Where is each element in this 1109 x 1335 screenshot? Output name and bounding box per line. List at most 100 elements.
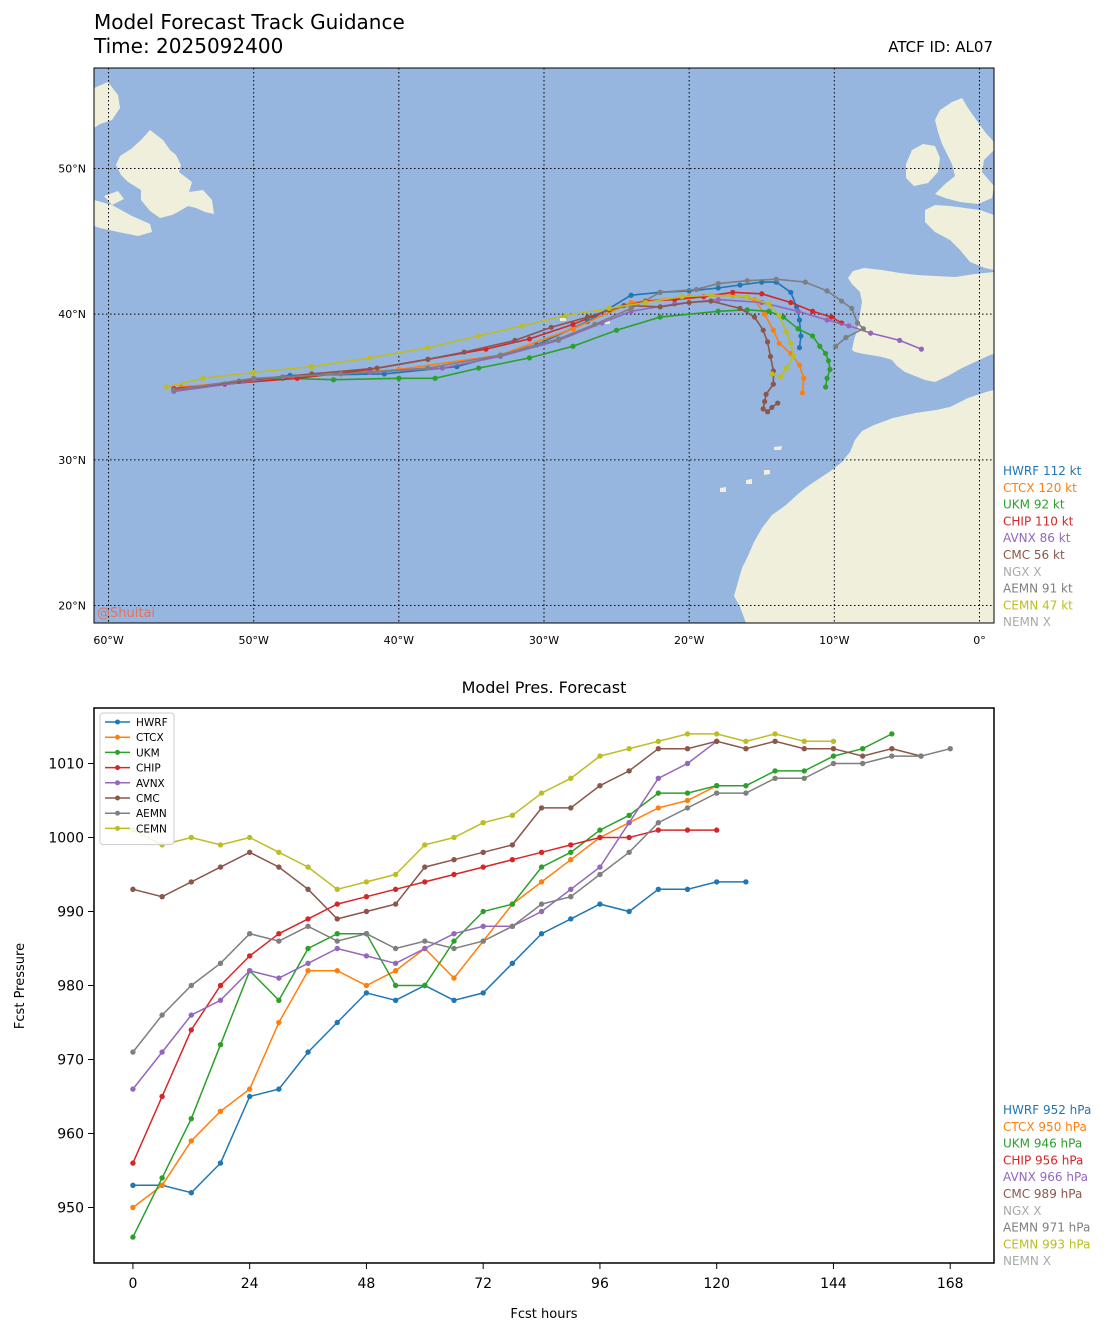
point-ukm (801, 768, 807, 774)
track-point-cemn (163, 384, 170, 390)
point-ukm (130, 1234, 136, 1240)
point-cmc (801, 746, 807, 752)
x-tick-label: 144 (820, 1276, 847, 1292)
point-aemn (305, 923, 311, 929)
point-ukm (188, 1116, 194, 1122)
point-cmc (889, 746, 895, 752)
track-point-aemn (171, 387, 177, 393)
track-point-ctcx (762, 311, 768, 317)
track-point-aemn (802, 279, 808, 285)
track-point-aemn (592, 321, 598, 327)
pressure-legend-item: CMC 989 hPa (1003, 1187, 1082, 1201)
point-avnx (684, 760, 691, 767)
track-point-cemn (769, 371, 775, 377)
legend-label: CMC (136, 793, 160, 805)
point-ukm (714, 783, 720, 789)
land-france (925, 205, 994, 270)
track-point-cemn (778, 374, 784, 380)
map-legend-item: CHIP 110 kt (1003, 514, 1074, 528)
track-point-ctcx (799, 390, 805, 396)
point-aemn (772, 775, 778, 781)
y-tick-label: 980 (57, 979, 84, 995)
track-point-cmc (548, 324, 554, 330)
legend-marker (115, 719, 120, 725)
point-cmc (830, 746, 837, 752)
land-ireland (906, 144, 940, 186)
track-point-chip (828, 314, 835, 320)
map-legend-item: CMC 56 kt (1003, 548, 1065, 562)
track-point-hwrf (737, 282, 743, 288)
track-cemn (166, 294, 795, 388)
point-hwrf (217, 1160, 224, 1166)
legend-marker (115, 780, 120, 786)
track-point-aemn (838, 298, 845, 304)
point-aemn (363, 931, 370, 937)
point-chip (217, 982, 224, 989)
x-tick-label: 48 (358, 1276, 376, 1292)
point-cmc (217, 864, 224, 870)
series-hwrf (132, 881, 746, 1194)
legend-label: AEMN (136, 808, 167, 820)
point-ctcx (451, 975, 457, 981)
point-aemn (889, 753, 895, 759)
point-cemn (538, 790, 545, 796)
track-point-ukm (570, 343, 576, 349)
track-point-aemn (833, 343, 839, 349)
track-point-hwrf (798, 333, 804, 339)
point-aemn (159, 1012, 165, 1018)
x-tick-label: 0 (128, 1276, 137, 1292)
point-hwrf (246, 1093, 253, 1100)
point-avnx (480, 923, 486, 929)
pressure-legend-item: AVNX 966 hPa (1003, 1170, 1088, 1184)
point-ukm (451, 938, 457, 944)
track-point-ctcx (770, 327, 776, 333)
point-cemn (480, 820, 486, 826)
point-ctcx (363, 982, 370, 989)
land-north-america (94, 82, 120, 128)
model-tracks (163, 276, 925, 415)
point-aemn (130, 1049, 136, 1055)
point-aemn (568, 894, 574, 900)
point-ukm (568, 849, 574, 855)
point-chip (422, 879, 428, 885)
point-ctcx (392, 968, 399, 974)
point-chip (451, 871, 457, 878)
land-newfoundland (116, 130, 214, 218)
point-hwrf (597, 901, 603, 907)
track-point-ukm (795, 326, 801, 332)
pressure-chart-title: Model Pres. Forecast (462, 678, 627, 697)
point-cemn (714, 731, 720, 737)
track-point-ukm (476, 365, 482, 371)
point-ukm (509, 901, 516, 907)
point-aemn (334, 938, 340, 944)
point-avnx (451, 931, 457, 937)
point-hwrf (334, 1019, 340, 1026)
point-cemn (830, 738, 837, 744)
track-point-ukm (613, 327, 620, 333)
track-point-aemn (693, 286, 700, 293)
point-cemn (655, 738, 662, 744)
point-ctcx (246, 1086, 253, 1092)
point-ctcx (568, 857, 574, 863)
track-point-avnx (715, 297, 721, 303)
track-point-chip (788, 299, 794, 306)
track-point-avnx (795, 308, 801, 314)
point-hwrf (509, 960, 516, 966)
point-aemn (830, 760, 837, 767)
map-y-tick: 50°N (58, 163, 86, 176)
point-chip (334, 901, 340, 907)
map-x-tick: 50°W (238, 634, 268, 647)
track-point-aemn (628, 305, 634, 311)
track-point-cmc (769, 404, 775, 411)
point-ctcx (159, 1182, 165, 1189)
y-tick-label: 1000 (48, 831, 84, 847)
map-x-tick-labels: 60°W 50°W 40°W 30°W 20°W 10°W 0° (93, 634, 985, 647)
point-cmc (188, 879, 194, 885)
point-ukm (626, 812, 632, 818)
pressure-legend-item: CHIP 956 hPa (1003, 1153, 1083, 1167)
point-cmc (626, 768, 632, 774)
map-legend-item: AVNX 86 kt (1003, 531, 1071, 545)
legend-marker (115, 749, 120, 755)
point-hwrf (684, 886, 691, 892)
point-ctcx (276, 1019, 282, 1026)
